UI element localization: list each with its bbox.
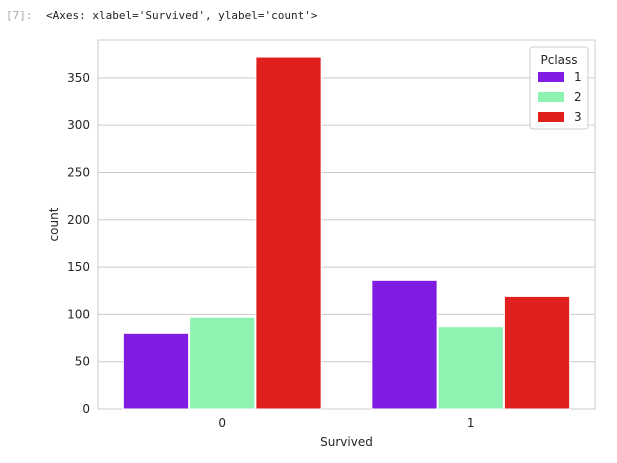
x-axis-label: Survived [320, 435, 373, 449]
legend-swatch-pclass-2 [538, 92, 564, 102]
bar-survived-0-pclass-1 [122, 332, 190, 410]
bars [122, 56, 571, 410]
legend-label-pclass-1: 1 [574, 70, 582, 84]
y-tick-label: 100 [67, 307, 90, 321]
bar-survived-0-pclass-3 [255, 56, 322, 410]
x-tick-label: 1 [467, 416, 475, 430]
legend-box [529, 46, 589, 130]
axes-repr-text: <Axes: xlabel='Survived', ylabel='count'… [46, 9, 318, 22]
plot-area-frame [97, 39, 596, 410]
y-tick-label: 250 [67, 165, 90, 179]
bar-survived-1-pclass-3 [503, 295, 571, 410]
execution-prompt: [7]: [6, 9, 33, 22]
y-tick-label: 350 [67, 71, 90, 85]
legend-label-pclass-2: 2 [574, 90, 582, 104]
y-tick-label: 0 [82, 402, 90, 416]
y-tick-label: 200 [67, 213, 90, 227]
legend-title: Pclass [540, 53, 577, 67]
y-tick-label: 150 [67, 260, 90, 274]
y-tick-labels: 0 50 100 150 200 250 300 350 [67, 71, 90, 416]
legend-swatch-pclass-3 [538, 112, 564, 122]
y-tick-label: 50 [75, 355, 90, 369]
legend-swatch-pclass-1 [538, 72, 564, 82]
y-tick-label: 300 [67, 118, 90, 132]
x-tick-label: 0 [218, 416, 226, 430]
legend: Pclass 1 2 3 [529, 46, 589, 130]
y-axis-label: count [47, 207, 61, 241]
bar-survived-1-pclass-1 [371, 279, 438, 410]
legend-label-pclass-3: 3 [574, 110, 582, 124]
bar-survived-1-pclass-2 [437, 326, 504, 410]
bar-survived-0-pclass-2 [189, 316, 256, 410]
